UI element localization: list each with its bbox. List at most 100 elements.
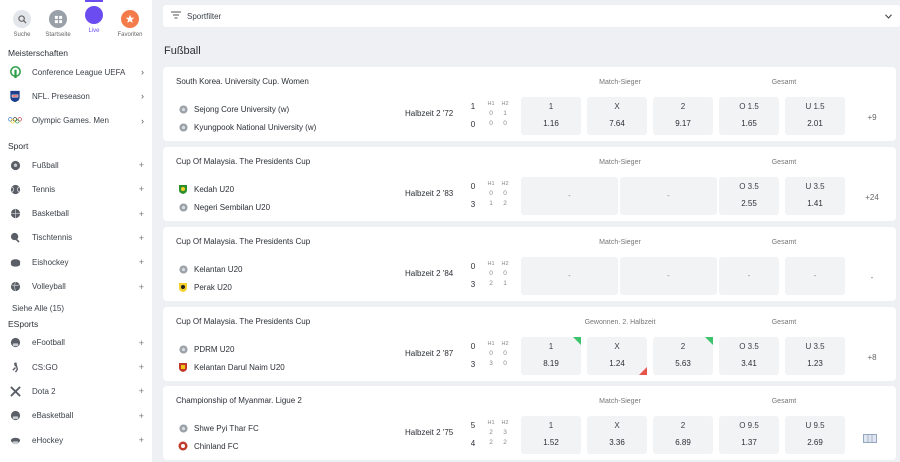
more-markets-link[interactable]: +9 — [867, 113, 877, 122]
team-row[interactable]: Kedah U20 — [178, 184, 234, 194]
team-row[interactable]: Chinland FC — [178, 441, 238, 451]
odds-label: O 3.5 — [739, 342, 759, 351]
odds-button[interactable]: O 3.5 3.41 — [719, 337, 779, 375]
team-row[interactable]: Shwe Pyi Thar FC — [178, 423, 259, 433]
plus-icon[interactable]: + — [138, 160, 144, 171]
team-row[interactable]: Kyungpook National University (w) — [178, 122, 316, 132]
half-score: 0 — [489, 190, 493, 197]
chevron-right-icon: › — [141, 67, 144, 78]
market-label: Gesamt — [771, 319, 797, 326]
sidebar-item-efootball[interactable]: eFootball + — [0, 331, 152, 355]
odds-button[interactable]: - — [785, 257, 845, 295]
sidebar-item-olympic-games[interactable]: Olympic Games. Men › — [0, 109, 152, 133]
team-row[interactable]: Sejong Core University (w) — [178, 104, 289, 114]
sidebar-item-nfl-preseason[interactable]: NFL. Preseason › — [0, 84, 152, 108]
odds-button[interactable]: - — [719, 257, 779, 295]
sidebar-item-label: eFootball — [32, 338, 65, 348]
odds-button[interactable]: - — [620, 177, 717, 215]
sidebar-item-ice-hockey[interactable]: Eishockey + — [0, 250, 152, 274]
sidebar-item-basketball[interactable]: Basketball + — [0, 201, 152, 225]
sidebar-item-ehockey[interactable]: eHockey + — [0, 428, 152, 452]
odds-button[interactable]: O 1.5 1.65 — [719, 97, 779, 135]
plus-icon[interactable]: + — [138, 362, 144, 373]
team-row[interactable]: PDRM U20 — [178, 344, 234, 354]
sidebar-item-label: Fußball — [32, 160, 59, 170]
team-row[interactable]: Perak U20 — [178, 282, 232, 292]
odds-button[interactable]: 1 1.16 — [521, 97, 581, 135]
trend-down-icon — [639, 367, 647, 375]
active-indicator — [85, 0, 103, 2]
sidebar-item-football[interactable]: Fußball + — [0, 153, 152, 177]
league-name[interactable]: South Korea. University Cup. Women — [176, 77, 309, 86]
sidebar-item-conference-league[interactable]: Conference League UEFA › — [0, 60, 152, 84]
half-score: 0 — [503, 120, 507, 127]
plus-icon[interactable]: + — [138, 386, 144, 397]
sidebar-item-table-tennis[interactable]: Tischtennis + — [0, 226, 152, 250]
nav-home[interactable]: Startseite — [41, 6, 75, 46]
plus-icon[interactable]: + — [138, 208, 144, 219]
stats-icon[interactable] — [863, 430, 877, 448]
league-name[interactable]: Cup Of Malaysia. The Presidents Cup — [176, 157, 311, 166]
nav-favorites[interactable]: Favoriten — [113, 6, 147, 46]
nav-live[interactable]: Live — [77, 0, 111, 46]
plus-icon[interactable]: + — [138, 232, 144, 243]
league-name[interactable]: Cup Of Malaysia. The Presidents Cup — [176, 317, 311, 326]
plus-icon[interactable]: + — [138, 410, 144, 421]
half-score: 3 — [503, 429, 507, 436]
odds-button[interactable]: 1 8.19 — [521, 337, 581, 375]
nav-search[interactable]: Suche — [5, 6, 39, 46]
more-markets-link[interactable]: - — [870, 273, 874, 282]
plus-icon[interactable]: + — [138, 184, 144, 195]
league-name[interactable]: Championship of Myanmar. Ligue 2 — [176, 396, 302, 405]
sidebar-item-volleyball[interactable]: Volleyball + — [0, 274, 152, 298]
match-period: Halbzeit 2 '75 — [405, 428, 454, 437]
sidebar-item-ebasketball[interactable]: eBasketball + — [0, 404, 152, 428]
odds-label: U 3.5 — [805, 182, 825, 191]
match-card: Cup Of Malaysia. The Presidents Cup Gewon… — [163, 307, 896, 381]
plus-icon[interactable]: + — [138, 257, 144, 268]
ehockey-icon — [8, 433, 22, 447]
sport-filter-bar[interactable]: Sportfilter — [163, 5, 900, 27]
odds-button[interactable]: U 9.5 2.69 — [785, 416, 845, 454]
odds-button[interactable]: 1 1.52 — [521, 416, 581, 454]
odds-button[interactable]: 2 9.17 — [653, 97, 713, 135]
odds-button[interactable]: O 9.5 1.37 — [719, 416, 779, 454]
plus-icon[interactable]: + — [138, 337, 144, 348]
odds-button[interactable]: 2 6.89 — [653, 416, 713, 454]
odds-value: 3.36 — [609, 438, 625, 447]
odds-button[interactable]: X 1.24 — [587, 337, 647, 375]
odds-button[interactable]: - — [521, 257, 618, 295]
odds-unavailable: - — [747, 271, 751, 280]
dota-icon — [8, 384, 22, 398]
league-name[interactable]: Cup Of Malaysia. The Presidents Cup — [176, 237, 311, 246]
odds-button[interactable]: U 3.5 1.23 — [785, 337, 845, 375]
sidebar-item-tennis[interactable]: Tennis + — [0, 177, 152, 201]
odds-button[interactable]: 2 5.63 — [653, 337, 713, 375]
score-team1: 0 — [470, 342, 476, 351]
odds-button[interactable]: X 7.64 — [587, 97, 647, 135]
odds-value: 5.63 — [675, 359, 691, 368]
sidebar-item-csgo[interactable]: CS:GO + — [0, 355, 152, 379]
sport-title: Sport — [8, 140, 29, 151]
odds-button[interactable]: O 3.5 2.55 — [719, 177, 779, 215]
odds-button[interactable]: X 3.36 — [587, 416, 647, 454]
team-row[interactable]: Kelantan U20 — [178, 264, 242, 274]
see-all-link[interactable]: Siehe Alle (15) — [12, 303, 65, 313]
odds-button[interactable]: U 1.5 2.01 — [785, 97, 845, 135]
odds-label: O 1.5 — [739, 102, 759, 111]
hockey-puck-icon — [8, 255, 22, 269]
live-icon — [85, 6, 103, 24]
sidebar-item-dota2[interactable]: Dota 2 + — [0, 379, 152, 403]
team-row[interactable]: Kelantan Darul Naim U20 — [178, 362, 285, 372]
more-markets-link[interactable]: +8 — [867, 353, 877, 362]
odds-button[interactable]: - — [620, 257, 717, 295]
odds-button[interactable]: U 3.5 1.41 — [785, 177, 845, 215]
more-markets-link[interactable]: +24 — [865, 193, 879, 202]
odds-unavailable: - — [667, 191, 670, 200]
plus-icon[interactable]: + — [138, 435, 144, 445]
odds-button[interactable]: - — [521, 177, 618, 215]
trophy-icon — [8, 65, 22, 79]
plus-icon[interactable]: + — [138, 281, 144, 292]
match-period: Halbzeit 2 '84 — [405, 269, 454, 278]
team-row[interactable]: Negeri Sembilan U20 — [178, 202, 270, 212]
